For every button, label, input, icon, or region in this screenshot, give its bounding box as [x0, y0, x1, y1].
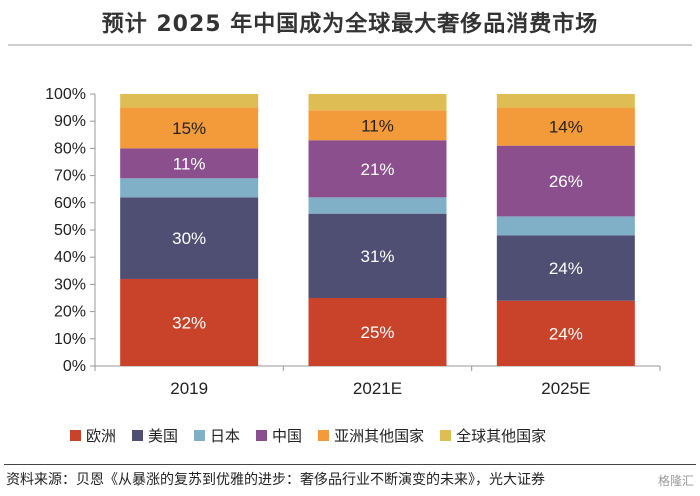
legend-swatch — [440, 430, 452, 441]
legend-item: 日本 — [194, 425, 240, 446]
legend-label: 亚洲其他国家 — [334, 427, 425, 445]
bar-data-label: 25% — [360, 323, 394, 342]
bar-data-label: 11% — [361, 116, 394, 135]
bar-data-label: 26% — [549, 172, 583, 191]
chart-title: 预计 2025 年中国成为全球最大奢侈品消费市场 — [101, 12, 599, 37]
bar-segment-2021E-5 — [308, 94, 447, 111]
legend-item: 亚洲其他国家 — [318, 425, 424, 446]
y-tick-label: 100% — [45, 86, 86, 103]
bar-segment-2019-2 — [120, 178, 259, 198]
legend-item: 中国 — [256, 425, 302, 446]
bar-segment-2025E-3 — [496, 145, 635, 217]
y-tick-label: 40% — [54, 249, 86, 266]
legend-swatch — [132, 430, 144, 441]
bar-segment-2021E-0 — [308, 298, 447, 366]
bar-segment-2025E-0 — [496, 300, 635, 366]
bar-data-label: 11% — [173, 154, 206, 173]
y-tick-label: 80% — [54, 140, 86, 157]
bar-segment-2021E-1 — [308, 213, 447, 298]
source-divider — [4, 464, 696, 465]
y-tick-label: 60% — [54, 195, 86, 212]
legend-item: 全球其他国家 — [440, 425, 546, 446]
bar-data-label: 31% — [360, 247, 394, 266]
bar-data-label: 14% — [549, 118, 583, 137]
y-tick-label: 30% — [54, 276, 86, 293]
y-tick-label: 70% — [54, 168, 86, 185]
bar-segment-2025E-2 — [496, 216, 635, 236]
bar-segment-2019-4 — [120, 107, 259, 149]
legend-item: 欧洲 — [70, 425, 116, 446]
y-tick-label: 0% — [63, 358, 86, 375]
bar-segment-2021E-3 — [308, 140, 447, 198]
legend-label: 中国 — [272, 427, 303, 445]
bar-data-label: 15% — [172, 119, 206, 138]
bar-segment-2021E-2 — [308, 197, 447, 214]
bar-segment-2019-5 — [120, 94, 259, 108]
bar-segment-2019-1 — [120, 197, 259, 279]
bar-segment-2025E-1 — [496, 235, 635, 301]
legend-label: 全球其他国家 — [456, 427, 547, 445]
stacked-bar-chart: 0% 10% 20% 30% 40% 50% 60% 70% 80% 90% 100% 32% 30% 1… — [45, 86, 661, 398]
x-tick-label: 2025E — [541, 379, 590, 398]
bar-segment-2025E-5 — [496, 94, 635, 108]
legend-label: 日本 — [210, 427, 241, 445]
chart-legend: 欧洲 美国 日本 中国 亚洲其他国家 全球其他国家 — [70, 425, 690, 446]
bar-segment-2019-3 — [120, 148, 259, 179]
bar-data-label: 24% — [549, 259, 583, 278]
bar-data-label: 24% — [549, 324, 583, 343]
bar-segment-2025E-4 — [496, 107, 635, 146]
title-divider — [8, 44, 692, 46]
bar-data-label: 21% — [360, 160, 394, 179]
bar-segment-2019-0 — [120, 278, 259, 366]
y-tick-label: 20% — [54, 304, 86, 321]
y-tick-label: 50% — [54, 222, 86, 239]
legend-swatch — [318, 430, 330, 441]
bar-segment-2021E-4 — [308, 110, 447, 141]
legend-swatch — [70, 430, 81, 441]
bar-data-label: 30% — [172, 229, 206, 248]
y-tick-label: 10% — [54, 331, 86, 348]
bar-data-label: 32% — [172, 313, 206, 332]
y-tick-label: 90% — [54, 113, 86, 130]
source-note: 资料来源：贝恩《从暴涨的复苏到优雅的进步：奢侈品行业不断演变的未来》，光大证券 — [6, 472, 545, 488]
x-tick-label: 2021E — [353, 379, 402, 398]
legend-swatch — [194, 430, 206, 441]
watermark-logo: 格隆汇 — [655, 472, 696, 489]
x-tick-label: 2019 — [170, 379, 208, 398]
legend-item: 美国 — [132, 425, 178, 446]
legend-label: 美国 — [148, 427, 179, 445]
legend-swatch — [256, 430, 268, 441]
legend-label: 欧洲 — [86, 427, 117, 445]
